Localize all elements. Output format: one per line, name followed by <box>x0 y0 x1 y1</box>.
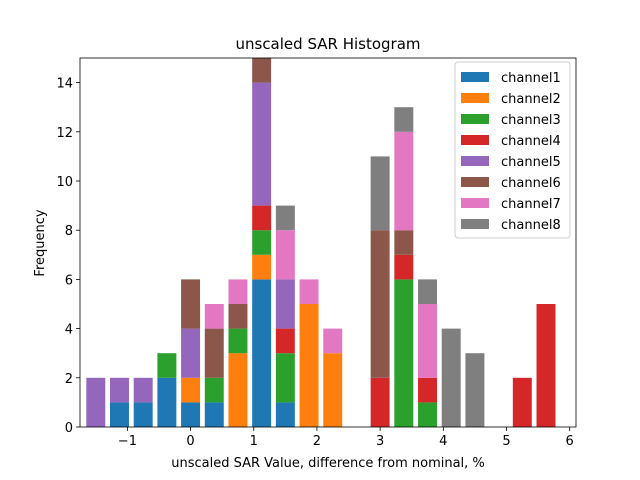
bar-channel4-19 <box>536 304 556 427</box>
legend-swatch-channel2 <box>461 93 489 103</box>
legend-label-channel5: channel5 <box>501 155 561 170</box>
bar-channel7-10 <box>323 328 343 354</box>
legend-label-channel6: channel6 <box>501 176 561 191</box>
bar-channel5-1 <box>110 377 129 403</box>
x-tick-label-5: 4 <box>439 434 447 449</box>
bar-channel6-6 <box>228 304 248 329</box>
bar-channel4-7 <box>252 205 272 231</box>
bar-channel6-4 <box>181 279 201 329</box>
y-axis-label: Frequency <box>33 209 48 276</box>
y-tick-label-3: 6 <box>65 273 73 288</box>
bar-channel3-3 <box>157 353 177 378</box>
bar-channel8-13 <box>394 107 414 132</box>
legend-swatch-channel8 <box>461 219 489 229</box>
bar-channel1-2 <box>133 402 153 427</box>
bar-channel7-13 <box>394 131 414 231</box>
legend-box <box>454 61 571 239</box>
bar-channel7-6 <box>228 279 248 304</box>
bar-channel8-15 <box>441 328 461 427</box>
bar-channel3-8 <box>275 353 295 403</box>
bar-channel7-14 <box>418 304 437 378</box>
legend-label-channel3: channel3 <box>501 113 561 128</box>
legend-swatch-channel5 <box>461 156 489 166</box>
bar-channel4-13 <box>394 254 414 280</box>
y-tick-label-7: 14 <box>56 77 73 92</box>
axes-frame <box>79 57 577 428</box>
x-tick-label-2: 1 <box>250 434 258 449</box>
bar-channel6-5 <box>204 328 224 378</box>
bar-channel3-13 <box>394 279 414 427</box>
y-tick-label-4: 8 <box>65 224 73 239</box>
bar-channel1-8 <box>275 402 295 427</box>
bar-channel4-12 <box>370 377 390 427</box>
bar-channel5-4 <box>181 328 201 378</box>
bar-channel2-9 <box>299 304 319 427</box>
bar-channel6-7 <box>252 58 272 83</box>
bar-channel8-16 <box>465 353 485 427</box>
legend: channel1 channel2 channel3 channel4 channel5… <box>454 61 571 239</box>
bar-channel5-2 <box>133 377 153 403</box>
bar-channel3-7 <box>252 230 272 255</box>
bar-channel2-4 <box>181 377 201 403</box>
bar-channel5-8 <box>275 279 295 329</box>
x-tick-label-4: 3 <box>376 434 384 449</box>
legend-swatch-channel6 <box>461 177 489 187</box>
legend-label-channel8: channel8 <box>501 218 561 233</box>
x-tick-label-3: 2 <box>313 434 321 449</box>
bar-channel4-8 <box>275 328 295 354</box>
bar-channel5-0 <box>86 377 106 427</box>
y-tick-label-6: 12 <box>56 126 73 141</box>
x-axis-label: unscaled SAR Value, difference from nomi… <box>171 456 485 471</box>
bar-channel8-14 <box>418 279 437 304</box>
bar-channel2-10 <box>323 353 343 427</box>
y-tick-label-5: 10 <box>56 175 73 190</box>
bar-channel6-12 <box>370 230 390 378</box>
bar-channel7-8 <box>275 230 295 280</box>
bar-channel4-18 <box>512 377 532 427</box>
bar-channel2-7 <box>252 254 272 280</box>
y-tick-label-2: 4 <box>65 323 73 338</box>
y-tick-label-1: 2 <box>65 372 73 387</box>
chart-title: unscaled SAR Histogram <box>235 35 420 53</box>
legend-swatch-channel7 <box>461 198 489 208</box>
legend-swatch-channel1 <box>461 72 489 82</box>
bar-channel5-7 <box>252 82 272 206</box>
bar-channel4-14 <box>418 377 437 403</box>
legend-swatch-channel3 <box>461 114 489 124</box>
x-tick-label-6: 5 <box>502 434 510 449</box>
bar-channel8-12 <box>370 156 390 231</box>
bar-channel3-5 <box>204 377 224 403</box>
legend-label-channel2: channel2 <box>501 92 561 107</box>
x-tick-label-7: 6 <box>566 434 574 449</box>
bar-channel1-1 <box>110 402 129 427</box>
bar-channel7-5 <box>204 304 224 329</box>
bar-channel3-6 <box>228 328 248 354</box>
bar-channel1-4 <box>181 402 201 427</box>
bar-channel2-6 <box>228 353 248 427</box>
legend-swatch-channel4 <box>461 135 489 145</box>
bar-channel1-7 <box>252 279 272 427</box>
x-tick-label-0: −1 <box>118 434 137 449</box>
bar-channel7-9 <box>299 279 319 304</box>
bar-channel3-14 <box>418 402 437 427</box>
legend-label-channel4: channel4 <box>501 134 561 149</box>
x-tick-label-1: 0 <box>186 434 194 449</box>
bars-group <box>86 58 556 427</box>
legend-label-channel1: channel1 <box>501 71 561 86</box>
legend-label-channel7: channel7 <box>501 197 561 212</box>
bar-channel1-3 <box>157 377 177 427</box>
bar-channel8-8 <box>275 205 295 231</box>
bar-channel6-13 <box>394 230 414 255</box>
y-tick-label-0: 0 <box>65 421 73 436</box>
bar-channel1-5 <box>204 402 224 427</box>
